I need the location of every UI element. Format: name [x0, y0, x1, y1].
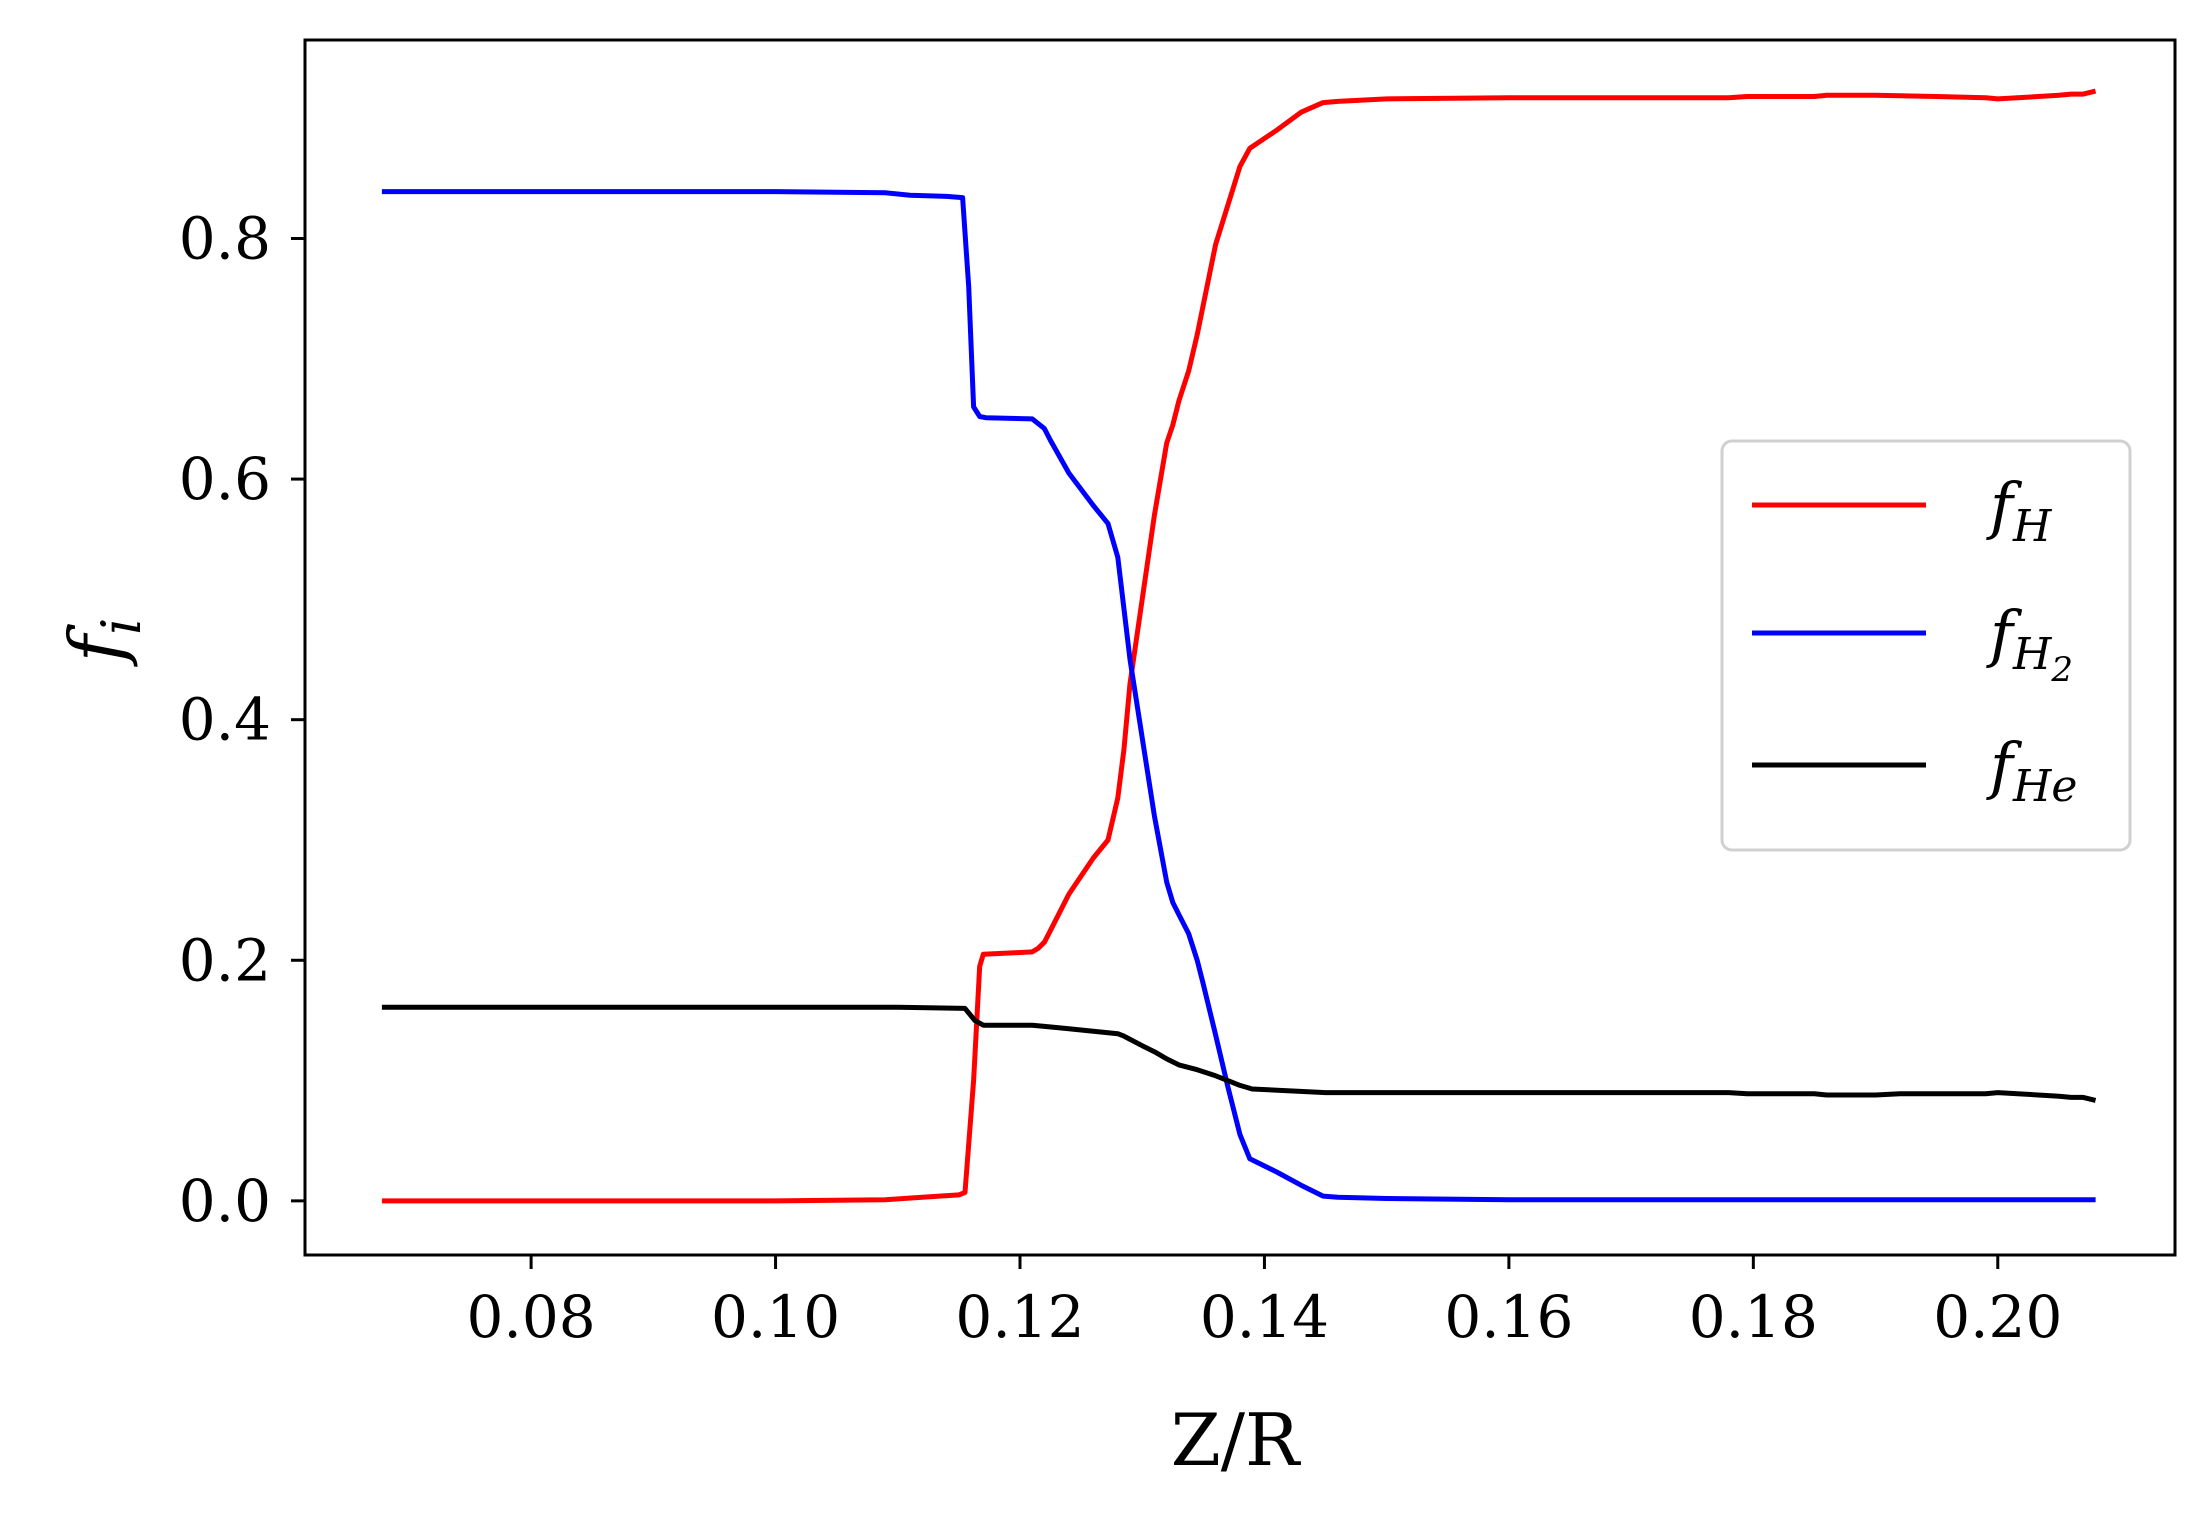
y-tick-label: 0.0 — [179, 1167, 271, 1235]
y-tick-label: 0.8 — [179, 204, 271, 272]
series-line-f-he — [381, 1004, 2097, 1103]
y-axis-ticks: 0.0 0.2 0.4 0.6 0.8 — [179, 204, 305, 1235]
y-axis-label-sub: i — [90, 618, 153, 635]
x-axis-ticks: 0.08 0.10 0.12 0.14 0.16 0.18 0.20 — [467, 1255, 2062, 1351]
y-tick-label: 0.4 — [179, 686, 271, 754]
series-line-f-h — [381, 88, 2097, 1204]
y-tick-label: 0.2 — [179, 926, 271, 994]
series-line-f-h2 — [381, 189, 2096, 1203]
x-tick-label: 0.10 — [711, 1283, 840, 1351]
y-tick-label: 0.6 — [179, 445, 271, 513]
x-tick-label: 0.20 — [1933, 1283, 2062, 1351]
legend-box — [1720, 439, 2132, 852]
plot-frame — [303, 38, 2177, 1257]
x-tick-label: 0.12 — [955, 1283, 1084, 1351]
x-axis-label: Z/R — [1171, 1398, 1301, 1482]
x-tick-label: 0.18 — [1689, 1283, 1818, 1351]
legend: fH fH2 fHe — [1720, 439, 2132, 852]
x-tick-label: 0.14 — [1200, 1283, 1329, 1351]
x-tick-label: 0.16 — [1444, 1283, 1573, 1351]
series-layer — [381, 88, 2097, 1204]
x-tick-label: 0.08 — [467, 1283, 596, 1351]
